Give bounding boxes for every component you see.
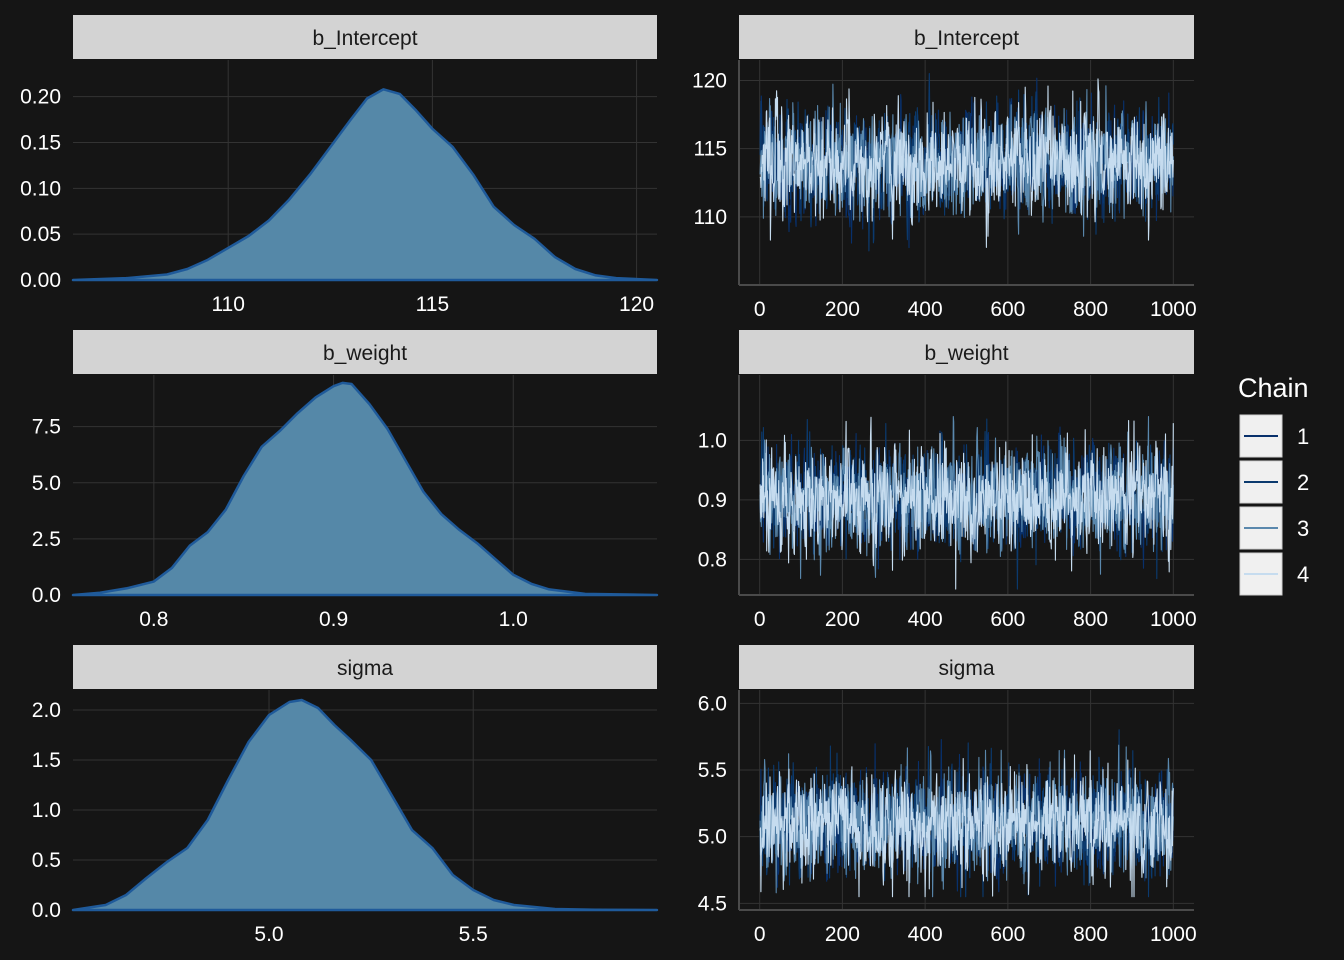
strip-label: sigma [337, 657, 393, 680]
x-tick-label: 600 [990, 298, 1025, 321]
x-tick-label: 400 [908, 923, 943, 946]
x-tick-label: 200 [825, 608, 860, 631]
x-tick-label: 120 [619, 293, 654, 316]
x-tick-label: 800 [1073, 608, 1108, 631]
y-tick-label: 0.05 [20, 223, 61, 246]
panel-b_weight-trace: b_weight 0 200 400 600 800 1000 0.8 0.9 1.0 [698, 330, 1197, 631]
y-tick-label: 6.0 [698, 692, 727, 715]
x-tick-label: 400 [908, 608, 943, 631]
y-tick-label: 120 [692, 69, 727, 92]
legend-entry-3: 3 [1239, 506, 1309, 550]
x-tick-label: 5.0 [254, 923, 283, 946]
legend-entry-label: 1 [1297, 424, 1309, 449]
trace-chain-4 [759, 750, 1174, 898]
panel-sigma-trace: sigma 0 200 400 600 800 1000 4.5 5.0 5.5 6.0 [698, 645, 1197, 946]
x-tick-label: 200 [825, 298, 860, 321]
chain-legend: Chain 1 2 3 4 [1238, 373, 1309, 596]
x-tick-label: 800 [1073, 923, 1108, 946]
y-tick-label: 0.8 [698, 548, 727, 571]
legend-keys: 1 2 3 4 [1239, 414, 1309, 596]
x-tick-label: 1000 [1150, 298, 1197, 321]
y-tick-label: 0.0 [32, 584, 61, 607]
legend-title: Chain [1238, 373, 1309, 403]
trace-chain-4 [759, 78, 1174, 248]
x-tick-label: 115 [416, 293, 449, 316]
y-tick-label: 0.9 [698, 489, 727, 512]
legend-entry-1: 1 [1239, 414, 1309, 458]
strip-background [739, 645, 1194, 689]
y-tick-label: 1.0 [698, 429, 727, 452]
y-tick-label: 0.5 [32, 849, 61, 872]
y-tick-label: 0.00 [20, 269, 61, 292]
trace-chain-4 [759, 416, 1174, 590]
y-tick-label: 5.0 [32, 472, 61, 495]
y-tick-label: 2.0 [32, 699, 61, 722]
density-area [71, 698, 659, 912]
x-tick-label: 1000 [1150, 923, 1197, 946]
strip-background [739, 330, 1194, 374]
y-tick-label: 7.5 [32, 416, 61, 439]
y-tick-label: 5.0 [698, 826, 727, 849]
x-tick-label: 0.8 [139, 608, 168, 631]
x-tick-label: 0 [754, 608, 766, 631]
x-tick-label: 5.5 [459, 923, 488, 946]
panel-sigma-density: sigma 5.0 5.5 0.0 0.5 1.0 1.5 2.0 [32, 645, 659, 946]
strip-background [739, 15, 1194, 59]
strip-label: b_weight [924, 342, 1008, 365]
x-tick-label: 110 [211, 293, 244, 316]
strip-label: sigma [938, 657, 994, 680]
x-tick-label: 600 [990, 608, 1025, 631]
legend-entry-label: 4 [1297, 562, 1309, 587]
y-tick-label: 1.5 [32, 749, 61, 772]
x-tick-label: 400 [908, 298, 943, 321]
density-area [71, 88, 659, 282]
y-tick-label: 0.15 [20, 132, 61, 155]
x-tick-label: 1.0 [499, 608, 528, 631]
x-tick-label: 600 [990, 923, 1025, 946]
panel-b_weight-density: b_weight 0.8 0.9 1.0 0.0 2.5 5.0 7.5 [32, 330, 659, 631]
strip-label: b_weight [323, 342, 407, 365]
legend-entry-label: 2 [1297, 470, 1309, 495]
y-tick-label: 115 [694, 138, 727, 161]
x-tick-label: 1000 [1150, 608, 1197, 631]
x-tick-label: 800 [1073, 298, 1108, 321]
y-tick-label: 5.5 [698, 759, 727, 782]
legend-entry-label: 3 [1297, 516, 1309, 541]
y-tick-label: 110 [694, 206, 727, 229]
x-tick-label: 200 [825, 923, 860, 946]
strip-background [73, 330, 657, 374]
strip-label: b_Intercept [312, 27, 417, 50]
panel-b_Intercept-trace: b_Intercept 0 200 400 600 800 1000 110 115 120 [692, 15, 1197, 321]
strip-label: b_Intercept [914, 27, 1019, 50]
y-tick-label: 0.10 [20, 177, 61, 200]
strip-background [73, 15, 657, 59]
y-tick-label: 0.20 [20, 86, 61, 109]
y-tick-label: 0.0 [32, 899, 61, 922]
panel-b_Intercept-density: b_Intercept 110 115 120 0.00 0.05 0.10 0.15 0.20 [20, 15, 659, 316]
y-tick-label: 4.5 [698, 892, 727, 915]
x-tick-label: 0 [754, 298, 766, 321]
y-tick-label: 1.0 [32, 799, 61, 822]
legend-entry-4: 4 [1239, 552, 1309, 596]
y-tick-label: 2.5 [32, 528, 61, 551]
strip-background [73, 645, 657, 689]
legend-entry-2: 2 [1239, 460, 1309, 504]
x-tick-label: 0 [754, 923, 766, 946]
density-area [71, 381, 659, 597]
x-tick-label: 0.9 [319, 608, 348, 631]
